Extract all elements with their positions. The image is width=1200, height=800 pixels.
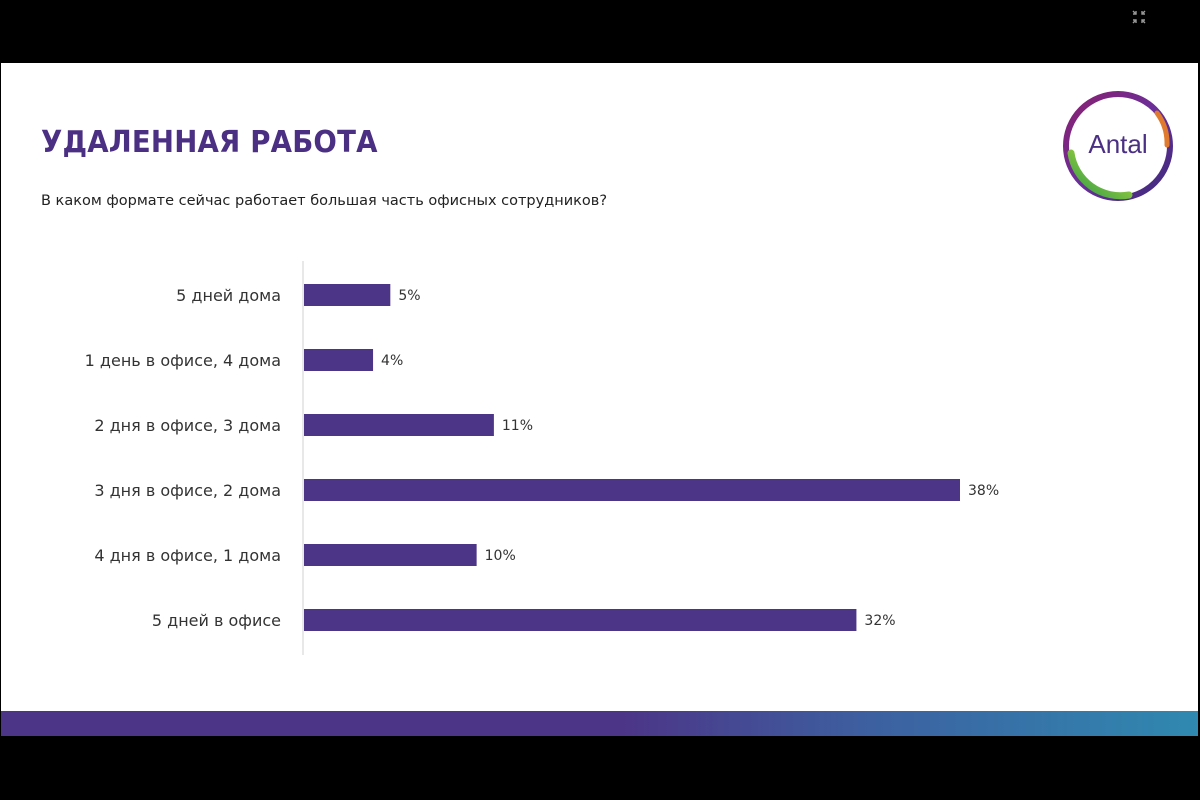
bar — [304, 544, 477, 566]
value-label: 11% — [502, 418, 533, 434]
exit-fullscreen-button[interactable] — [1128, 6, 1150, 28]
value-label: 5% — [398, 288, 420, 304]
category-label: 4 дня в офисе, 1 дома — [94, 546, 281, 565]
bar — [304, 479, 960, 501]
exit-fullscreen-icon — [1132, 10, 1146, 24]
bar — [304, 284, 391, 306]
value-label: 32% — [864, 613, 895, 629]
bar — [304, 414, 494, 436]
presentation-slide: УДАЛЕННАЯ РАБОТА В каком формате сейчас … — [1, 63, 1198, 736]
top-bar — [0, 0, 1200, 63]
logo-text: Antal — [1088, 129, 1147, 159]
slide-subtitle: В каком формате сейчас работает большая … — [41, 193, 608, 209]
category-label: 3 дня в офисе, 2 дома — [94, 481, 281, 500]
value-label: 38% — [968, 483, 999, 499]
bar-chart: 5 дней дома 5% 1 день в офисе, 4 дома 4% 2 д… — [85, 261, 999, 655]
bar — [304, 349, 374, 371]
footer-gradient-band — [1, 711, 1198, 736]
bottom-bar — [0, 736, 1200, 800]
slide-title: УДАЛЕННАЯ РАБОТА — [41, 125, 378, 160]
value-label: 10% — [485, 548, 516, 564]
antal-logo: Antal — [1063, 91, 1173, 201]
category-label: 1 день в офисе, 4 дома — [85, 351, 281, 370]
bar — [304, 609, 857, 631]
category-label: 5 дней в офисе — [152, 611, 281, 630]
category-label: 5 дней дома — [176, 286, 281, 305]
value-label: 4% — [381, 353, 403, 369]
category-label: 2 дня в офисе, 3 дома — [94, 416, 281, 435]
